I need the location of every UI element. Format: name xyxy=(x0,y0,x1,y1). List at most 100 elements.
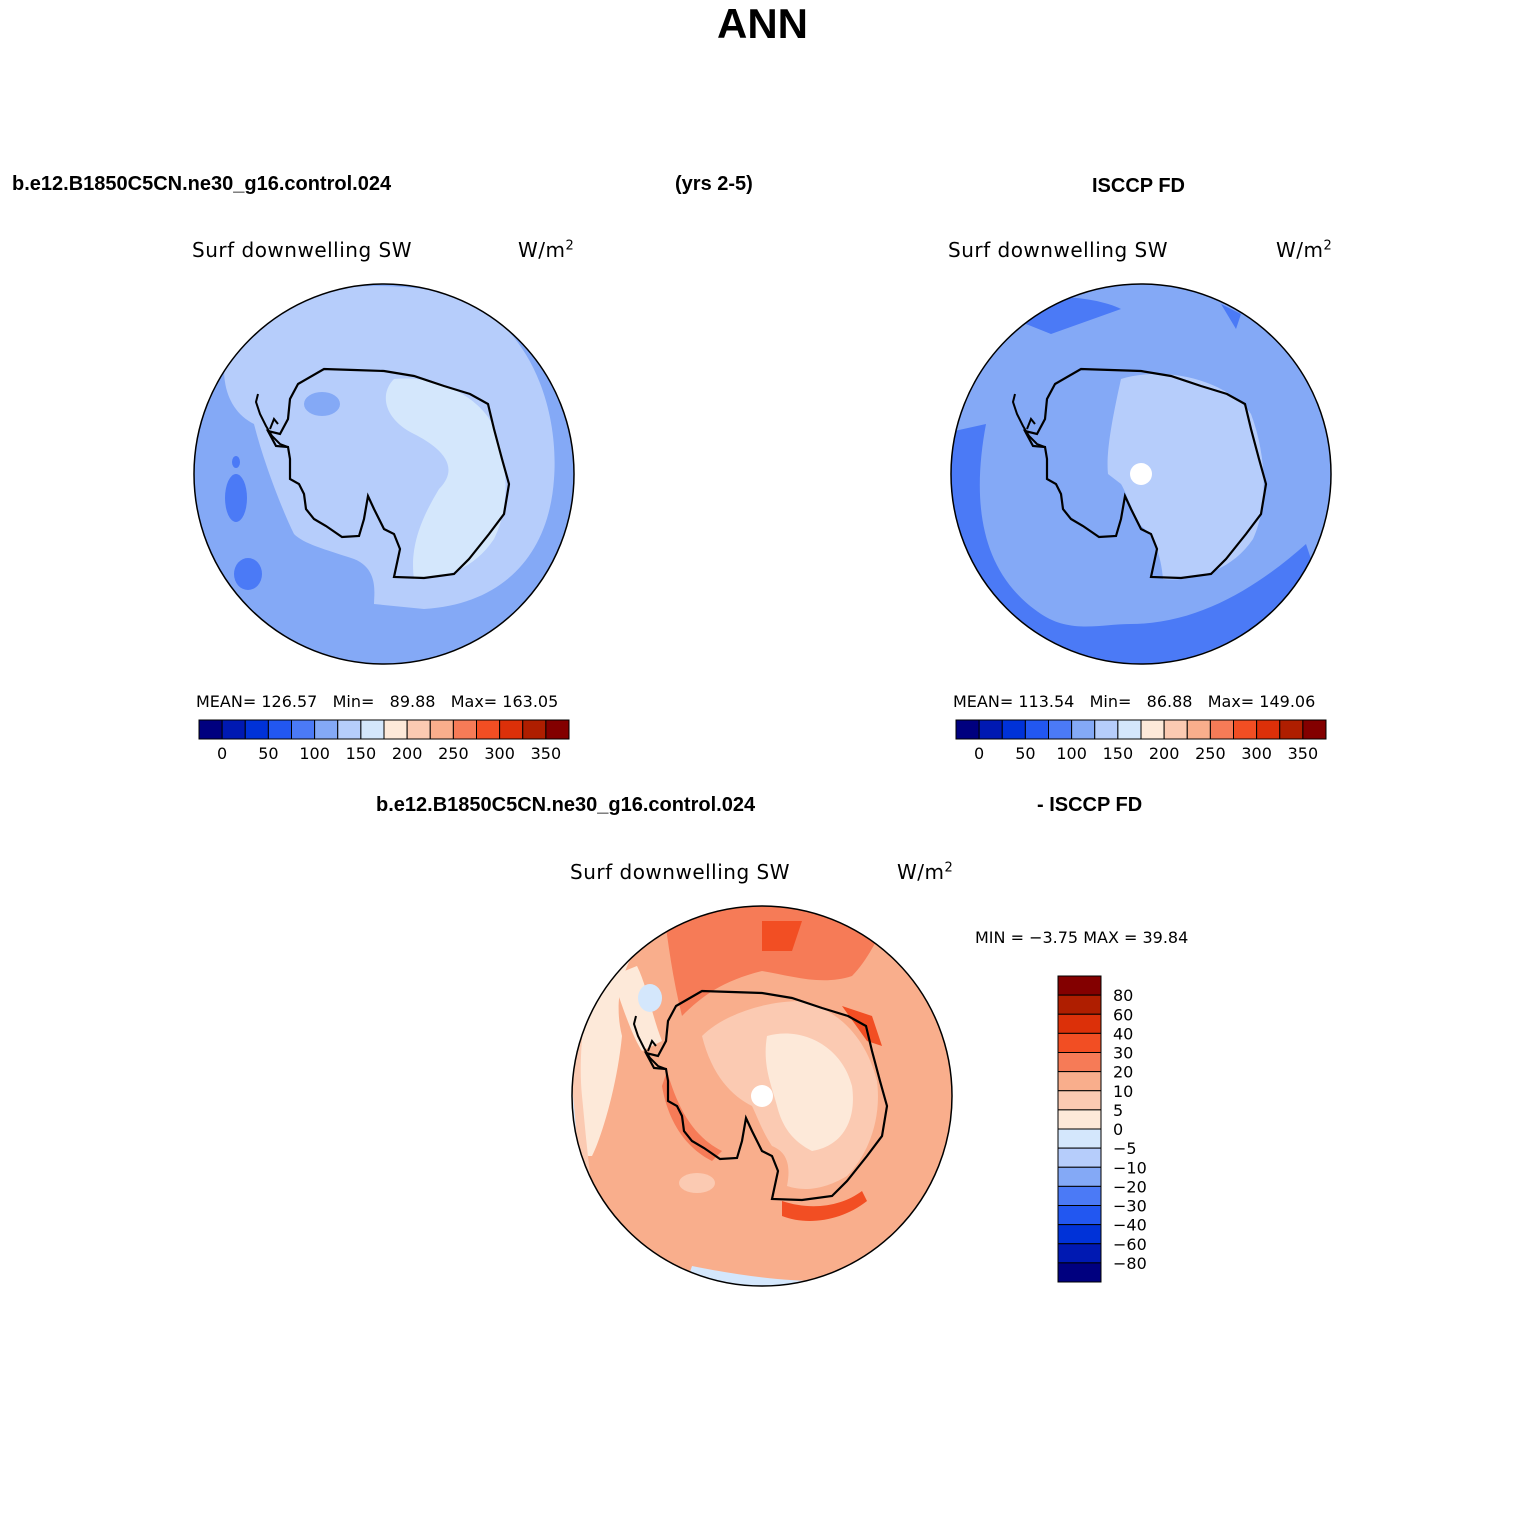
diff-minmax: MIN = −3.75 MAX = 39.84 xyxy=(975,928,1189,947)
obs-colorbar-tick-label: 350 xyxy=(1288,744,1319,763)
model-colorbar-swatch xyxy=(291,719,316,740)
diff-colorbar-swatch xyxy=(1057,1052,1102,1073)
model-colorbar-tick-label: 50 xyxy=(258,744,278,763)
diff-map xyxy=(571,905,953,1287)
model-variable-title: Surf downwelling SW xyxy=(192,238,412,262)
obs-stats: MEAN= 113.54 Min= 86.88 Max= 149.06 xyxy=(953,692,1316,711)
obs-colorbar-swatch xyxy=(1233,719,1258,740)
diff-colorbar-swatch xyxy=(1057,1128,1102,1149)
model-colorbar-tick-label: 200 xyxy=(392,744,423,763)
obs-name-header: ISCCP FD xyxy=(1092,175,1185,197)
model-colorbar-swatch xyxy=(476,719,501,740)
diff-colorbar-tick-label: −40 xyxy=(1113,1216,1147,1235)
model-colorbar-tick-label: 100 xyxy=(299,744,330,763)
model-colorbar-swatch xyxy=(499,719,524,740)
obs-colorbar-tick-label: 250 xyxy=(1195,744,1226,763)
diff-variable-title: Surf downwelling SW xyxy=(570,860,790,884)
diff-colorbar-tick-label: −5 xyxy=(1113,1139,1137,1158)
obs-colorbar: 0 50 100 150 200 250 300 350 xyxy=(955,719,1327,763)
diff-colorbar-swatch xyxy=(1057,1262,1102,1283)
model-colorbar-swatch xyxy=(198,719,223,740)
model-colorbar-swatch xyxy=(522,719,547,740)
obs-colorbar-swatch xyxy=(1001,719,1026,740)
diff-colorbar-swatch xyxy=(1057,1090,1102,1111)
diff-colorbar-tick-label: −10 xyxy=(1113,1158,1147,1177)
diff-colorbar-swatch xyxy=(1057,1071,1102,1092)
obs-variable-title: Surf downwelling SW xyxy=(948,238,1168,262)
diff-colorbar-swatch xyxy=(1057,1032,1102,1053)
case-name-header: b.e12.B1850C5CN.ne30_g16.control.024 xyxy=(12,173,392,195)
diff-colorbar-tick-label: −30 xyxy=(1113,1197,1147,1216)
diff-colorbar-tick-label: 80 xyxy=(1113,986,1133,1005)
obs-colorbar-tick-label: 0 xyxy=(974,744,984,763)
model-colorbar-swatch xyxy=(406,719,431,740)
diff-obs-name-header: - ISCCP FD xyxy=(1037,794,1143,816)
model-colorbar-swatch xyxy=(244,719,269,740)
diff-colorbar-swatch xyxy=(1057,1185,1102,1206)
model-colorbar-swatch xyxy=(452,719,477,740)
obs-colorbar-tick-label: 50 xyxy=(1015,744,1035,763)
model-colorbar-tick-label: 250 xyxy=(438,744,469,763)
obs-colorbar-swatch xyxy=(978,719,1003,740)
model-colorbar-tick-label: 300 xyxy=(484,744,515,763)
obs-colorbar-tick-label: 300 xyxy=(1241,744,1272,763)
years-header: (yrs 2-5) xyxy=(675,173,753,195)
model-stats: MEAN= 126.57 Min= 89.88 Max= 163.05 xyxy=(196,692,559,711)
obs-colorbar-tick-label: 200 xyxy=(1149,744,1180,763)
diff-colorbar-tick-label: 0 xyxy=(1113,1120,1123,1139)
model-colorbar-swatch xyxy=(545,719,570,740)
model-units: W/m2 xyxy=(518,238,575,262)
model-colorbar-swatch xyxy=(314,719,339,740)
model-colorbar-swatch xyxy=(429,719,454,740)
obs-colorbar-swatch xyxy=(1140,719,1165,740)
obs-colorbar-swatch xyxy=(1186,719,1211,740)
model-colorbar-swatch xyxy=(383,719,408,740)
obs-units: W/m2 xyxy=(1276,238,1333,262)
diff-colorbar-swatch xyxy=(1057,1224,1102,1245)
diff-units: W/m2 xyxy=(897,860,954,884)
diff-colorbar-tick-label: 30 xyxy=(1113,1044,1133,1063)
diff-colorbar-tick-label: −80 xyxy=(1113,1254,1147,1273)
diff-colorbar-tick-label: 40 xyxy=(1113,1024,1133,1043)
diff-colorbar-swatch xyxy=(1057,1166,1102,1187)
obs-colorbar-swatch xyxy=(1024,719,1049,740)
diff-case-name-header: b.e12.B1850C5CN.ne30_g16.control.024 xyxy=(376,794,756,816)
model-colorbar-tick-label: 0 xyxy=(217,744,227,763)
obs-colorbar-swatch xyxy=(1163,719,1188,740)
diff-colorbar-swatch xyxy=(1057,1243,1102,1264)
diff-colorbar-tick-label: −60 xyxy=(1113,1235,1147,1254)
diff-colorbar-tick-label: −20 xyxy=(1113,1177,1147,1196)
obs-colorbar-swatch xyxy=(1209,719,1234,740)
figure-title: ANN xyxy=(717,0,808,47)
obs-colorbar-swatch xyxy=(955,719,980,740)
obs-colorbar-tick-label: 150 xyxy=(1103,744,1134,763)
model-colorbar-swatch xyxy=(360,719,385,740)
obs-colorbar-swatch xyxy=(1256,719,1281,740)
obs-colorbar-swatch xyxy=(1302,719,1327,740)
diff-colorbar-tick-label: 60 xyxy=(1113,1005,1133,1024)
obs-map xyxy=(950,283,1332,665)
diff-colorbar-swatch xyxy=(1057,975,1102,996)
diff-colorbar-tick-label: 20 xyxy=(1113,1063,1133,1082)
model-map xyxy=(193,283,575,665)
obs-colorbar-swatch xyxy=(1071,719,1096,740)
diff-colorbar-swatch xyxy=(1057,1109,1102,1130)
model-colorbar-tick-label: 350 xyxy=(531,744,562,763)
model-colorbar-swatch xyxy=(337,719,362,740)
diff-colorbar-swatch xyxy=(1057,1205,1102,1226)
model-colorbar-swatch xyxy=(267,719,292,740)
diff-colorbar-tick-label: 5 xyxy=(1113,1101,1123,1120)
obs-colorbar-swatch xyxy=(1117,719,1142,740)
model-colorbar-swatch xyxy=(221,719,246,740)
obs-colorbar-swatch xyxy=(1094,719,1119,740)
diff-colorbar-swatch xyxy=(1057,994,1102,1015)
diff-colorbar-swatch xyxy=(1057,1013,1102,1034)
obs-colorbar-tick-label: 100 xyxy=(1056,744,1087,763)
obs-colorbar-swatch xyxy=(1279,719,1304,740)
diff-colorbar-swatch xyxy=(1057,1147,1102,1168)
model-colorbar-tick-label: 150 xyxy=(346,744,377,763)
model-colorbar: 0 50 100 150 200 250 300 350 xyxy=(198,719,570,763)
obs-colorbar-swatch xyxy=(1048,719,1073,740)
